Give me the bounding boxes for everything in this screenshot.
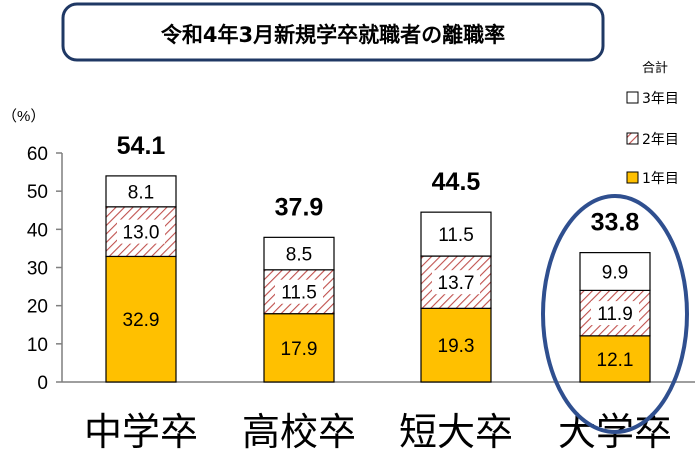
highlight-ellipse (541, 194, 689, 434)
bar-segment (420, 211, 492, 257)
category-label: 中学卒 (84, 410, 198, 454)
segment-label: 8.1 (128, 182, 154, 203)
segment-label-bg (275, 279, 323, 304)
y-tick-label: 20 (27, 297, 48, 318)
legend-label: 2年目 (642, 132, 679, 148)
legend-swatch (626, 91, 639, 104)
legend: 合計 3年目 2年目 1年目 (626, 60, 679, 187)
y-axis-label: （%） (2, 108, 45, 125)
bar-segment (263, 236, 335, 271)
total-label: 44.5 (432, 168, 481, 196)
segment-label: 17.9 (281, 339, 318, 360)
segment-label-bg (591, 301, 639, 326)
y-tick-label: 50 (27, 182, 48, 203)
y-tick-label: 60 (27, 144, 48, 165)
segment-label: 11.9 (597, 304, 633, 325)
bar-segment (420, 307, 492, 383)
bars: 32.9 13.0 8.1 54.1 中学卒 17.9 11.5 8.5 37.9 高校卒 19.3… (84, 132, 672, 454)
segment-label-bg (432, 270, 480, 295)
y-tick-label: 0 (37, 373, 48, 394)
legend-label: 1年目 (642, 171, 679, 187)
title-box (61, 2, 605, 62)
category-label: 高校卒 (242, 410, 356, 454)
legend-swatch (626, 171, 639, 184)
segment-label: 9.9 (602, 263, 628, 284)
total-label: 54.1 (117, 132, 166, 160)
axes: 0 10 20 30 40 50 60 (27, 144, 695, 394)
y-tick-label: 10 (27, 335, 48, 356)
segment-label: 12.1 (597, 350, 634, 371)
segment-label: 8.5 (286, 245, 312, 266)
y-tick-label: 40 (27, 220, 48, 241)
legend-swatch (626, 132, 639, 145)
bar-segment (579, 335, 651, 383)
bar-segment (263, 313, 335, 383)
segment-label: 13.7 (438, 273, 475, 294)
legend-label: 3年目 (642, 91, 679, 107)
segment-label: 13.0 (123, 223, 160, 244)
segment-label: 11.5 (281, 283, 317, 304)
legend-title: 合計 (642, 60, 668, 76)
total-label: 33.8 (591, 209, 640, 237)
segment-label: 32.9 (123, 310, 160, 331)
segment-label-bg (117, 219, 165, 244)
chart-title: 令和4年3月新規学卒就職者の離職率 (161, 23, 505, 47)
bar-segment (105, 175, 177, 208)
category-label: 短大卒 (399, 410, 513, 454)
total-label: 37.9 (275, 193, 324, 221)
segment-label: 19.3 (438, 336, 475, 357)
segment-label: 11.5 (438, 225, 474, 246)
y-tick-label: 30 (27, 259, 48, 280)
bar-segment (579, 252, 651, 292)
